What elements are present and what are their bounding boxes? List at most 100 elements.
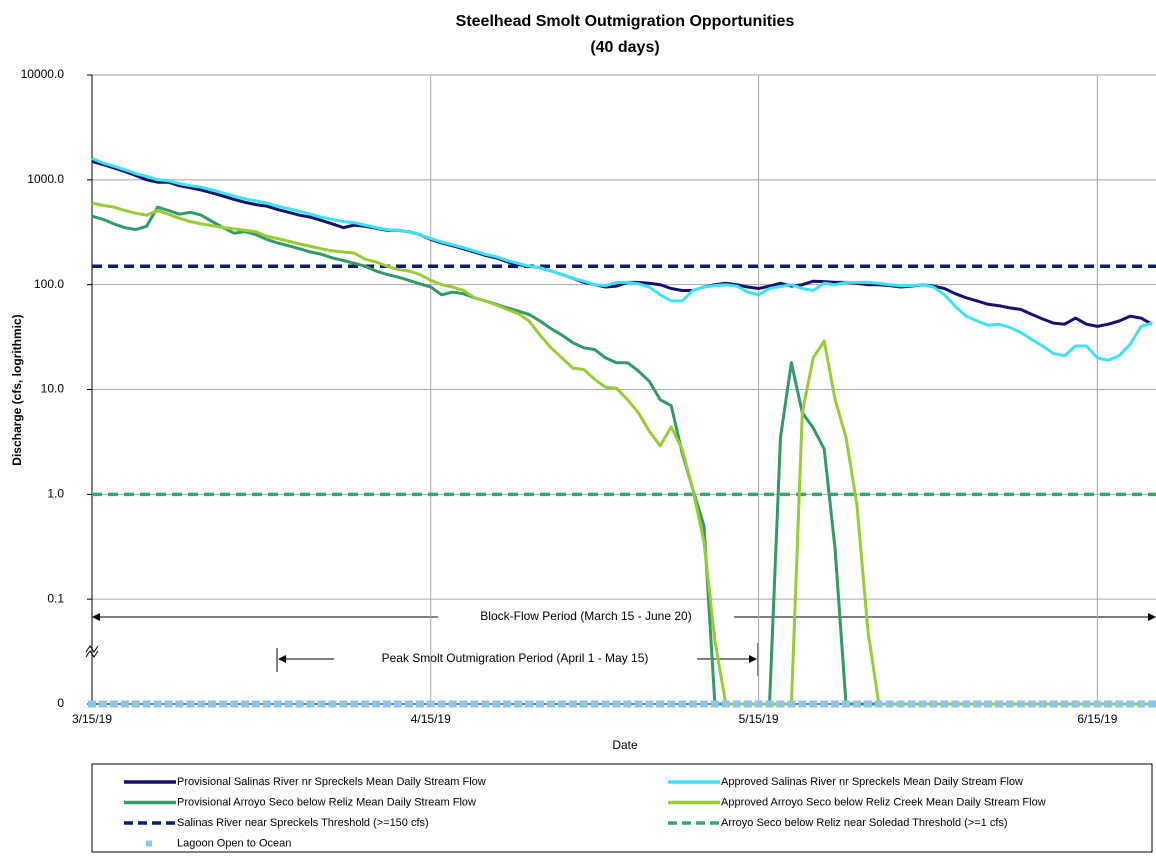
lagoon-marker (787, 700, 796, 708)
lagoon-marker (951, 700, 960, 708)
lagoon-marker (131, 700, 140, 708)
legend-label: Lagoon Open to Ocean (177, 837, 291, 849)
lagoon-marker (689, 700, 698, 708)
lagoon-marker (1148, 700, 1156, 708)
lagoon-marker (295, 700, 304, 708)
y-tick-label: 1000.0 (27, 172, 64, 186)
lagoon-marker (240, 700, 249, 708)
lagoon-marker (164, 700, 173, 708)
lagoon-marker (1027, 700, 1036, 708)
lagoon-marker (328, 700, 337, 708)
lagoon-marker (339, 700, 348, 708)
lagoon-marker (404, 700, 413, 708)
lagoon-marker (557, 700, 566, 708)
series-line (91, 159, 1153, 328)
x-tick-label: 6/15/19 (1077, 712, 1117, 726)
lagoon-marker (885, 700, 894, 708)
lagoon-marker (1038, 700, 1047, 708)
lagoon-marker (219, 700, 228, 708)
lagoon-marker (852, 700, 861, 708)
lagoon-marker (88, 700, 96, 708)
lagoon-marker (765, 700, 774, 708)
lagoon-marker (393, 700, 402, 708)
lagoon-marker (546, 700, 555, 708)
legend-label: Approved Salinas River nr Spreckels Mean… (721, 776, 1023, 788)
lagoon-marker (1060, 700, 1069, 708)
chart-subtitle: (40 days) (590, 39, 659, 56)
lagoon-marker (918, 700, 927, 708)
lagoon-marker (798, 700, 807, 708)
series-line (91, 201, 1152, 706)
lagoon-marker (601, 700, 610, 708)
lagoon-marker (1016, 700, 1025, 708)
lagoon-marker (437, 700, 446, 708)
y-tick-label: 0.1 (47, 591, 64, 605)
lagoon-marker (678, 700, 687, 708)
lagoon-marker (1049, 700, 1058, 708)
lagoon-marker (874, 700, 883, 708)
lagoon-marker (842, 700, 851, 708)
lagoon-marker (262, 700, 271, 708)
lagoon-marker (109, 700, 118, 708)
lagoon-marker (743, 700, 752, 708)
lagoon-marker (995, 700, 1004, 708)
series-line (91, 157, 1153, 362)
lagoon-marker (973, 700, 982, 708)
lagoon-marker (1082, 700, 1091, 708)
lagoon-marker (153, 700, 162, 708)
legend-box (91, 763, 1153, 853)
legend-label: Provisional Arroyo Seco below Reliz Mean… (177, 796, 476, 808)
legend-label: Arroyo Seco below Reliz near Soledad Thr… (721, 817, 1008, 829)
lagoon-marker (251, 700, 260, 708)
y-tick-label: 1.0 (47, 487, 64, 501)
lagoon-marker (536, 700, 545, 708)
lagoon-marker (470, 700, 479, 708)
lagoon-marker (1093, 700, 1102, 708)
y-tick-label: 10.0 (41, 382, 65, 396)
x-tick-label: 4/15/19 (411, 712, 451, 726)
lagoon-marker (459, 700, 468, 708)
lagoon-marker (863, 700, 872, 708)
lagoon-marker (361, 700, 370, 708)
lagoon-marker (568, 700, 577, 708)
lagoon-marker (175, 700, 184, 708)
lagoon-marker (699, 700, 708, 708)
lagoon-marker (1126, 700, 1135, 708)
lagoon-marker (907, 700, 916, 708)
lagoon-marker (273, 700, 282, 708)
lagoon-marker (612, 700, 621, 708)
lagoon-marker (306, 700, 315, 708)
lagoon-marker (820, 700, 829, 708)
lagoon-marker (448, 700, 457, 708)
lagoon-marker (667, 700, 676, 708)
lagoon-marker (492, 700, 501, 708)
lagoon-marker (721, 700, 730, 708)
lagoon-marker (1137, 700, 1146, 708)
lagoon-marker (317, 700, 326, 708)
lagoon-marker (776, 700, 785, 708)
lagoon-marker (98, 700, 107, 708)
lagoon-marker (634, 700, 643, 708)
block-flow-arrow (92, 613, 1156, 621)
lagoon-marker (732, 700, 741, 708)
lagoon-marker (590, 700, 599, 708)
legend-swatch (146, 840, 152, 847)
y-tick-label: 10000.0 (21, 67, 65, 81)
lagoon-marker (1005, 700, 1014, 708)
lagoon-marker (514, 700, 523, 708)
lagoon-marker (710, 700, 719, 708)
lagoon-marker (415, 700, 424, 708)
lagoon-marker (383, 700, 392, 708)
lagoon-marker (929, 700, 938, 708)
annotation: Block-Flow Period (March 15 - June 20) (480, 609, 691, 623)
lagoon-marker (940, 700, 949, 708)
lagoon-marker (197, 700, 206, 708)
lagoon-marker (350, 700, 359, 708)
lagoon-marker (503, 700, 512, 708)
lagoon-marker (120, 700, 129, 708)
lagoon-marker (426, 700, 435, 708)
lagoon-marker (284, 700, 293, 708)
lagoon-marker (1071, 700, 1080, 708)
lagoon-marker (809, 700, 818, 708)
